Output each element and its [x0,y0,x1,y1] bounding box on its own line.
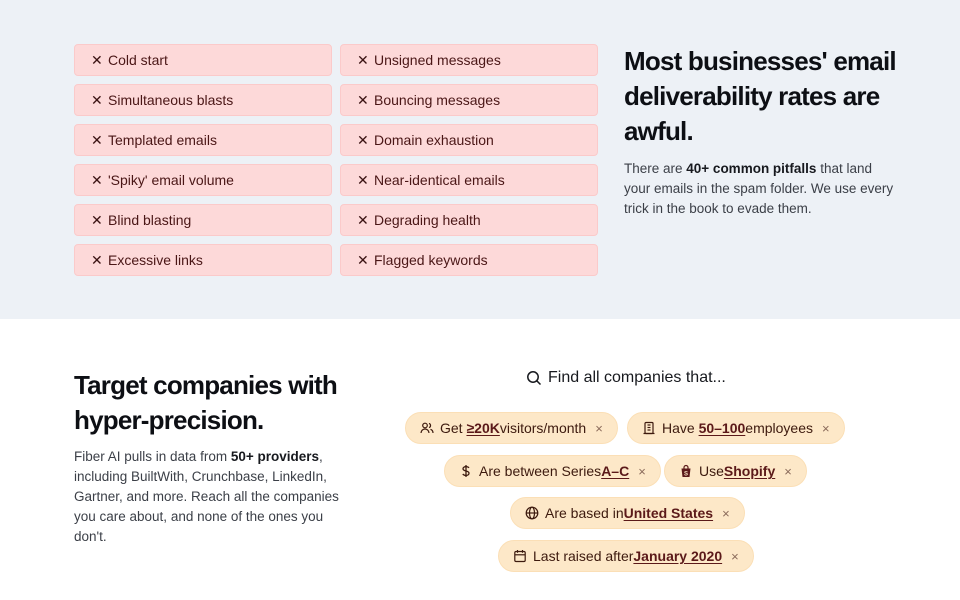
pitfall-item: ✕ Unsigned messages [340,44,598,76]
x-icon: ✕ [357,132,369,148]
desc-text: There are [624,161,687,176]
chip-text: visitors/month [499,420,587,436]
x-icon: ✕ [91,252,103,268]
pitfall-label: Flagged keywords [374,252,488,268]
x-icon: ✕ [357,52,369,68]
users-icon [420,422,434,434]
pitfall-item: ✕ Flagged keywords [340,244,598,276]
pitfall-item: ✕ Cold start [74,44,332,76]
pitfall-item: ✕ Excessive links [74,244,332,276]
desc-text: that land your emails in the spam folder… [624,161,894,216]
pitfall-label: 'Spiky' email volume [108,172,234,188]
filter-chip-funding-date[interactable]: Last raised after January 2020 × [498,540,754,572]
x-icon: ✕ [91,92,103,108]
pitfall-item: ✕ 'Spiky' email volume [74,164,332,196]
targeting-heading: Target companies with hyper-precision. [74,370,338,435]
x-icon: ✕ [357,92,369,108]
building-icon [643,421,655,435]
dollar-icon [462,465,470,477]
desc-emphasis: 50+ providers [230,449,319,464]
pitfall-item: ✕ Near-identical emails [340,164,598,196]
chip-text: Last raised after [533,548,634,564]
desc-text: , including BuiltWith, Crunchbase, Linke… [74,449,339,544]
pitfall-label: Unsigned messages [374,52,501,68]
chip-value[interactable]: Shopify [723,463,776,479]
chip-text: Are between Series [479,463,602,479]
globe-icon [525,506,539,520]
pitfall-item: ✕ Degrading health [340,204,598,236]
svg-text:S: S [684,472,688,478]
pitfall-label: Simultaneous blasts [108,92,234,108]
pitfalls-heading: Most businesses' email deliverability ra… [624,46,897,146]
pitfall-label: Degrading health [374,212,481,228]
remove-filter-icon[interactable]: × [638,463,646,479]
chip-value[interactable]: 50–100 [698,420,746,436]
pitfall-label: Excessive links [108,252,203,268]
chip-value[interactable]: ≥20K [466,420,500,436]
chip-text: employees [745,420,813,436]
pitfall-label: Blind blasting [108,212,192,228]
pitfall-label: Near-identical emails [374,172,505,188]
find-companies-label: Find all companies that... [526,369,726,387]
filter-chip-visitors[interactable]: Get ≥20K visitors/month × [405,412,618,444]
calendar-icon [514,550,526,563]
x-icon: ✕ [91,172,103,188]
pitfall-item: ✕ Domain exhaustion [340,124,598,156]
x-icon: ✕ [357,172,369,188]
pitfall-label: Templated emails [108,132,217,148]
x-icon: ✕ [91,132,103,148]
x-icon: ✕ [91,52,103,68]
pitfalls-grid: ✕ Cold start ✕ Unsigned messages ✕ Simultan… [74,44,598,276]
chip-text: Use [699,463,724,479]
chip-value[interactable]: United States [623,505,714,521]
x-icon: ✕ [91,212,103,228]
x-icon: ✕ [357,252,369,268]
pitfall-label: Domain exhaustion [374,132,494,148]
pitfall-label: Cold start [108,52,168,68]
remove-filter-icon[interactable]: × [822,420,830,436]
remove-filter-icon[interactable]: × [722,505,730,521]
targeting-description: Fiber AI pulls in data from 50+ provider… [74,447,344,547]
shopify-icon: S [681,464,691,478]
filter-chip-series[interactable]: Are between Series A–C × [444,455,661,487]
filter-chip-technology[interactable]: S Use Shopify × [664,455,807,487]
pitfalls-description: There are 40+ common pitfalls that land … [624,159,899,219]
chip-text: Are based in [545,505,624,521]
desc-text: Fiber AI pulls in data from [74,449,231,464]
pitfall-item: ✕ Bouncing messages [340,84,598,116]
desc-emphasis: 40+ common pitfalls [686,161,817,176]
search-icon [527,371,542,386]
filter-chip-employees[interactable]: Have 50–100 employees × [627,412,845,444]
chip-text: Have [662,420,695,436]
remove-filter-icon[interactable]: × [784,463,792,479]
remove-filter-icon[interactable]: × [595,420,603,436]
find-text: Find all companies that... [548,369,726,386]
filter-chip-location[interactable]: Are based in United States × [510,497,745,529]
pitfall-item: ✕ Templated emails [74,124,332,156]
pitfall-label: Bouncing messages [374,92,501,108]
x-icon: ✕ [357,212,369,228]
chip-value[interactable]: A–C [601,463,630,479]
remove-filter-icon[interactable]: × [731,548,739,564]
chip-value[interactable]: January 2020 [633,548,723,564]
chip-text: Get [440,420,463,436]
pitfall-item: ✕ Simultaneous blasts [74,84,332,116]
pitfall-item: ✕ Blind blasting [74,204,332,236]
pitfalls-section: ✕ Cold start ✕ Unsigned messages ✕ Simultan… [0,0,960,319]
